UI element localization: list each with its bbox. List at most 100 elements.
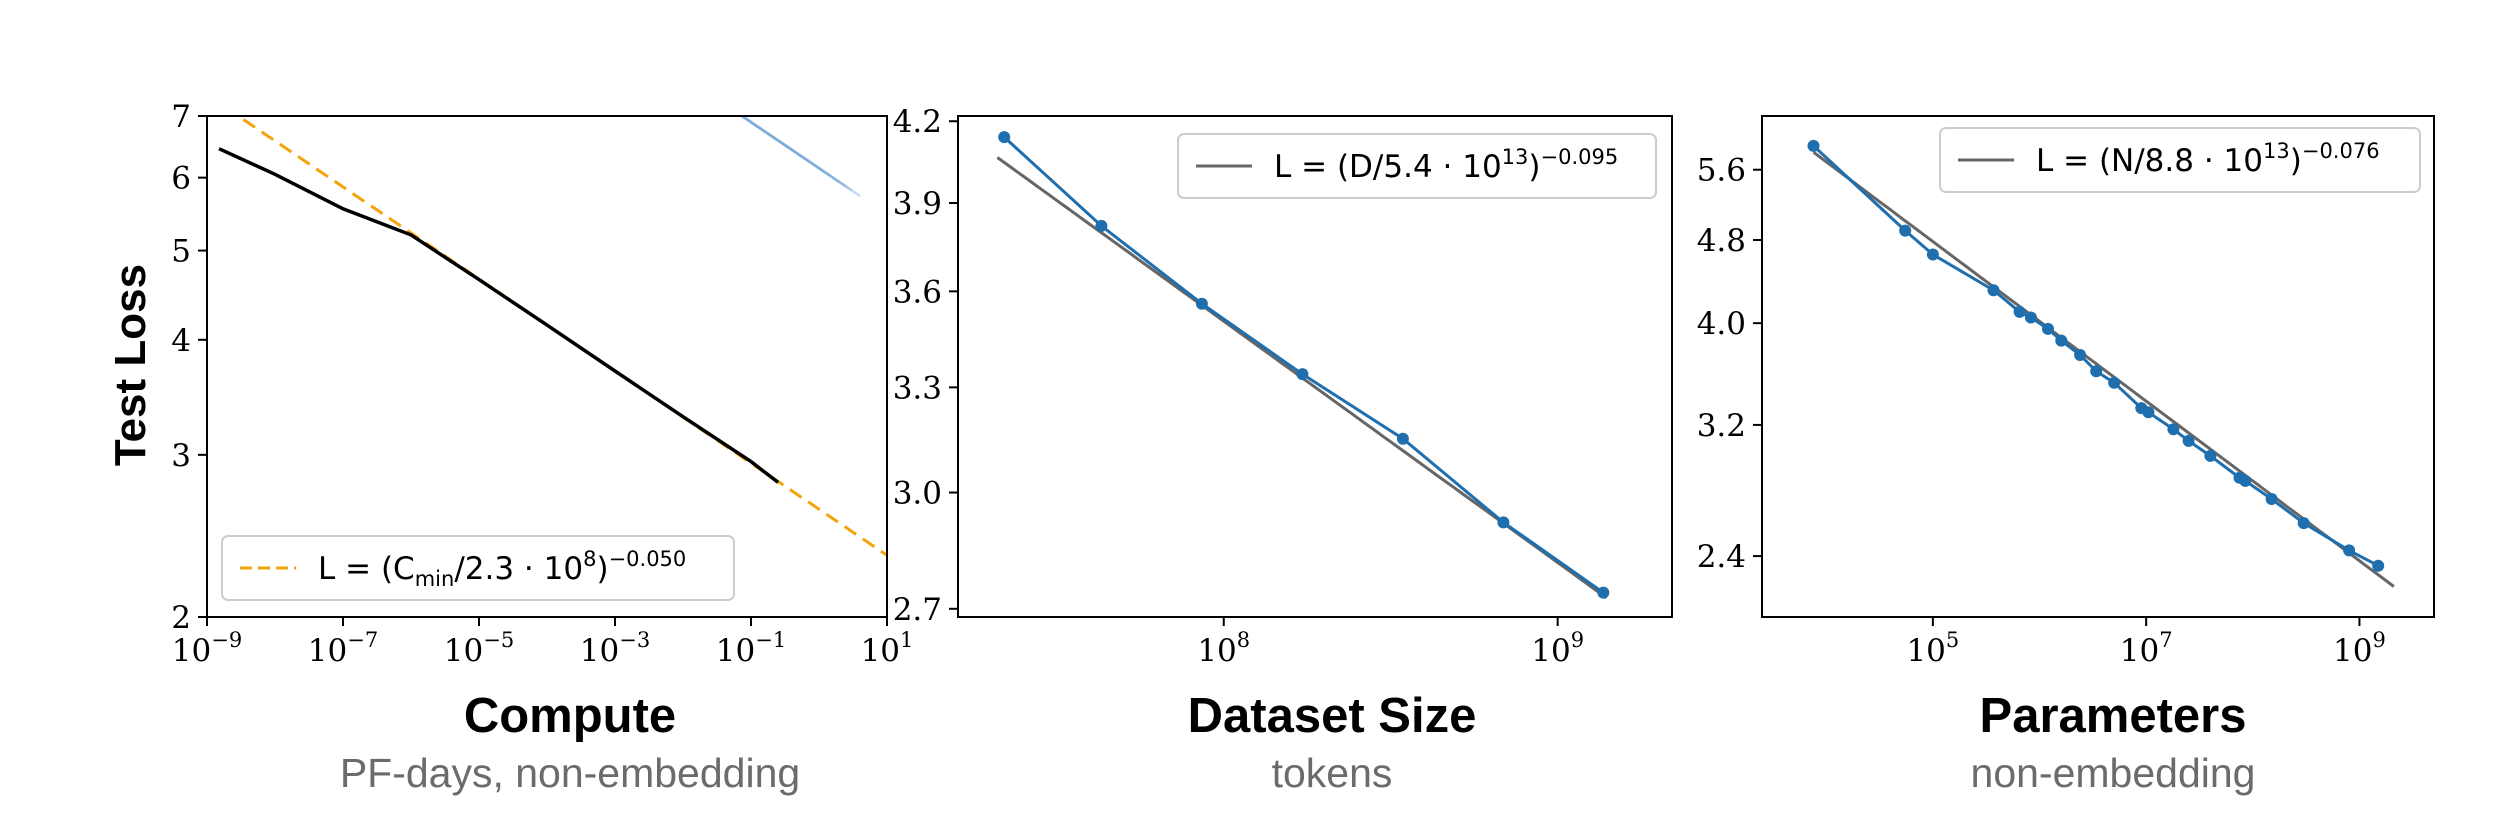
dataset-size-panel: Dataset Size tokens 108 1092.73.03.33.63.… <box>893 104 1673 796</box>
data-point <box>2074 349 2087 361</box>
y-tick-label: 4 <box>171 323 191 359</box>
x-tick-label: 107 <box>2120 628 2173 669</box>
training-run-line <box>739 116 805 160</box>
y-tick-label: 7 <box>171 99 191 135</box>
y-tick-label: 3.0 <box>893 476 942 512</box>
x-tick-base: 10 <box>1531 633 1570 669</box>
data-point <box>2108 376 2121 389</box>
data-point <box>2182 434 2195 447</box>
legend-close: ) <box>596 551 608 587</box>
data-point <box>1926 248 1939 261</box>
x-axis-title: Dataset Size <box>1188 689 1477 743</box>
data-point <box>998 131 1011 144</box>
x-axis-title: Compute <box>464 689 676 743</box>
y-tick-label: 6 <box>171 161 191 197</box>
plot-area <box>996 131 1610 600</box>
x-tick-exponent: 5 <box>1946 628 1959 652</box>
legend: L = (D/5.4 · 1013)−0.095 <box>1177 133 1657 199</box>
data-point <box>1195 297 1208 310</box>
data-point <box>2265 493 2278 505</box>
data-point <box>2142 406 2155 419</box>
legend-middle: /2.3 · 10 <box>454 551 583 587</box>
x-tick-exponent: 8 <box>1237 628 1250 652</box>
y-tick-label: 2 <box>171 600 191 636</box>
x-axis-subtitle: tokens <box>1272 750 1393 796</box>
x-tick-label: 10−1 <box>716 628 786 669</box>
axes-frame <box>957 115 1673 618</box>
compute-frontier-line <box>218 147 780 484</box>
x-tick-label: 109 <box>1531 628 1584 669</box>
x-tick-label: 109 <box>2333 628 2386 669</box>
data-point <box>2167 423 2180 436</box>
parameters-panel: Parameters non-embedding 105 107 1092.43.2… <box>1697 115 2435 796</box>
legend-box <box>221 535 735 601</box>
legend-label: L = (D/5.4 · 1013)−0.095 <box>1274 145 1618 185</box>
data-point <box>1807 139 1820 152</box>
x-tick-base: 10 <box>1197 633 1236 669</box>
x-tick-label: 10−5 <box>444 628 514 669</box>
data-point <box>2013 305 2026 318</box>
x-axis-subtitle: PF-days, non-embedding <box>340 750 800 796</box>
x-axis-subtitle: non-embedding <box>1971 750 2256 796</box>
y-tick-label: 2.4 <box>1697 539 1746 575</box>
x-tick-label: 105 <box>1906 628 1959 669</box>
training-run-line <box>739 116 853 192</box>
legend-label: L = (Cmin/2.3 · 108)−0.050 <box>318 547 686 591</box>
x-tick-exponent: 9 <box>1571 628 1584 652</box>
x-tick-base: 10 <box>308 633 347 669</box>
legend-box <box>1939 127 2421 193</box>
axes-frame <box>1761 115 2435 618</box>
data-point <box>2055 334 2068 347</box>
x-tick-base: 10 <box>861 633 900 669</box>
y-tick-label: 3.2 <box>1697 408 1746 444</box>
legend: L = (N/8.8 · 1013)−0.076 <box>1939 127 2421 193</box>
y-axis-label: Test Loss <box>106 264 155 466</box>
training-run-line <box>739 116 820 170</box>
legend-prefix: L = (D/5.4 · 10 <box>1274 149 1502 185</box>
legend-superscript: 13 <box>1502 145 1529 169</box>
x-tick-label: 10−7 <box>308 628 378 669</box>
legend-box <box>1177 133 1657 199</box>
plot-area <box>1807 139 2395 588</box>
training-run-line <box>739 116 810 163</box>
data-point <box>2239 474 2252 487</box>
data-point <box>1987 284 2000 297</box>
legend-exponent: −0.076 <box>2302 139 2380 163</box>
data-point <box>1597 586 1610 599</box>
data-point <box>1497 516 1510 529</box>
legend-close: ) <box>1528 149 1540 185</box>
data-point <box>1095 219 1108 232</box>
x-tick-base: 10 <box>2120 633 2159 669</box>
x-tick-exponent: −7 <box>347 628 378 652</box>
legend: L = (Cmin/2.3 · 108)−0.050 <box>221 535 735 601</box>
data-point <box>2204 449 2217 462</box>
legend-superscript: 8 <box>583 547 596 571</box>
legend-superscript: 13 <box>2263 139 2290 163</box>
data-point <box>2343 544 2356 557</box>
data-point <box>2372 559 2385 572</box>
data-point <box>2042 322 2054 335</box>
legend-prefix: L = (N/8.8 · 10 <box>2036 143 2263 179</box>
y-tick-label: 4.2 <box>893 104 942 140</box>
training-run-line <box>739 116 826 173</box>
legend-exponent: −0.095 <box>1541 145 1619 169</box>
x-tick-label: 10−9 <box>172 628 242 669</box>
x-tick-base: 10 <box>444 633 483 669</box>
data-series-line <box>1003 135 1605 594</box>
training-run-line <box>739 116 800 156</box>
data-point <box>1396 432 1409 445</box>
training-run-line <box>739 116 841 184</box>
y-tick-label: 3.6 <box>893 274 942 310</box>
x-tick-exponent: 1 <box>900 628 913 652</box>
data-point <box>2090 365 2103 378</box>
y-tick-label: 3.3 <box>893 370 942 406</box>
training-run-line <box>739 116 814 165</box>
y-tick-label: 5.6 <box>1697 153 1746 189</box>
y-tick-label: 3 <box>171 438 191 474</box>
x-tick-exponent: 7 <box>2159 628 2172 652</box>
data-point <box>1899 224 1912 237</box>
y-tick-label: 4.0 <box>1697 306 1746 342</box>
power-law-fit-line <box>1812 151 2395 588</box>
x-tick-base: 10 <box>1906 633 1945 669</box>
x-tick-base: 10 <box>716 633 755 669</box>
